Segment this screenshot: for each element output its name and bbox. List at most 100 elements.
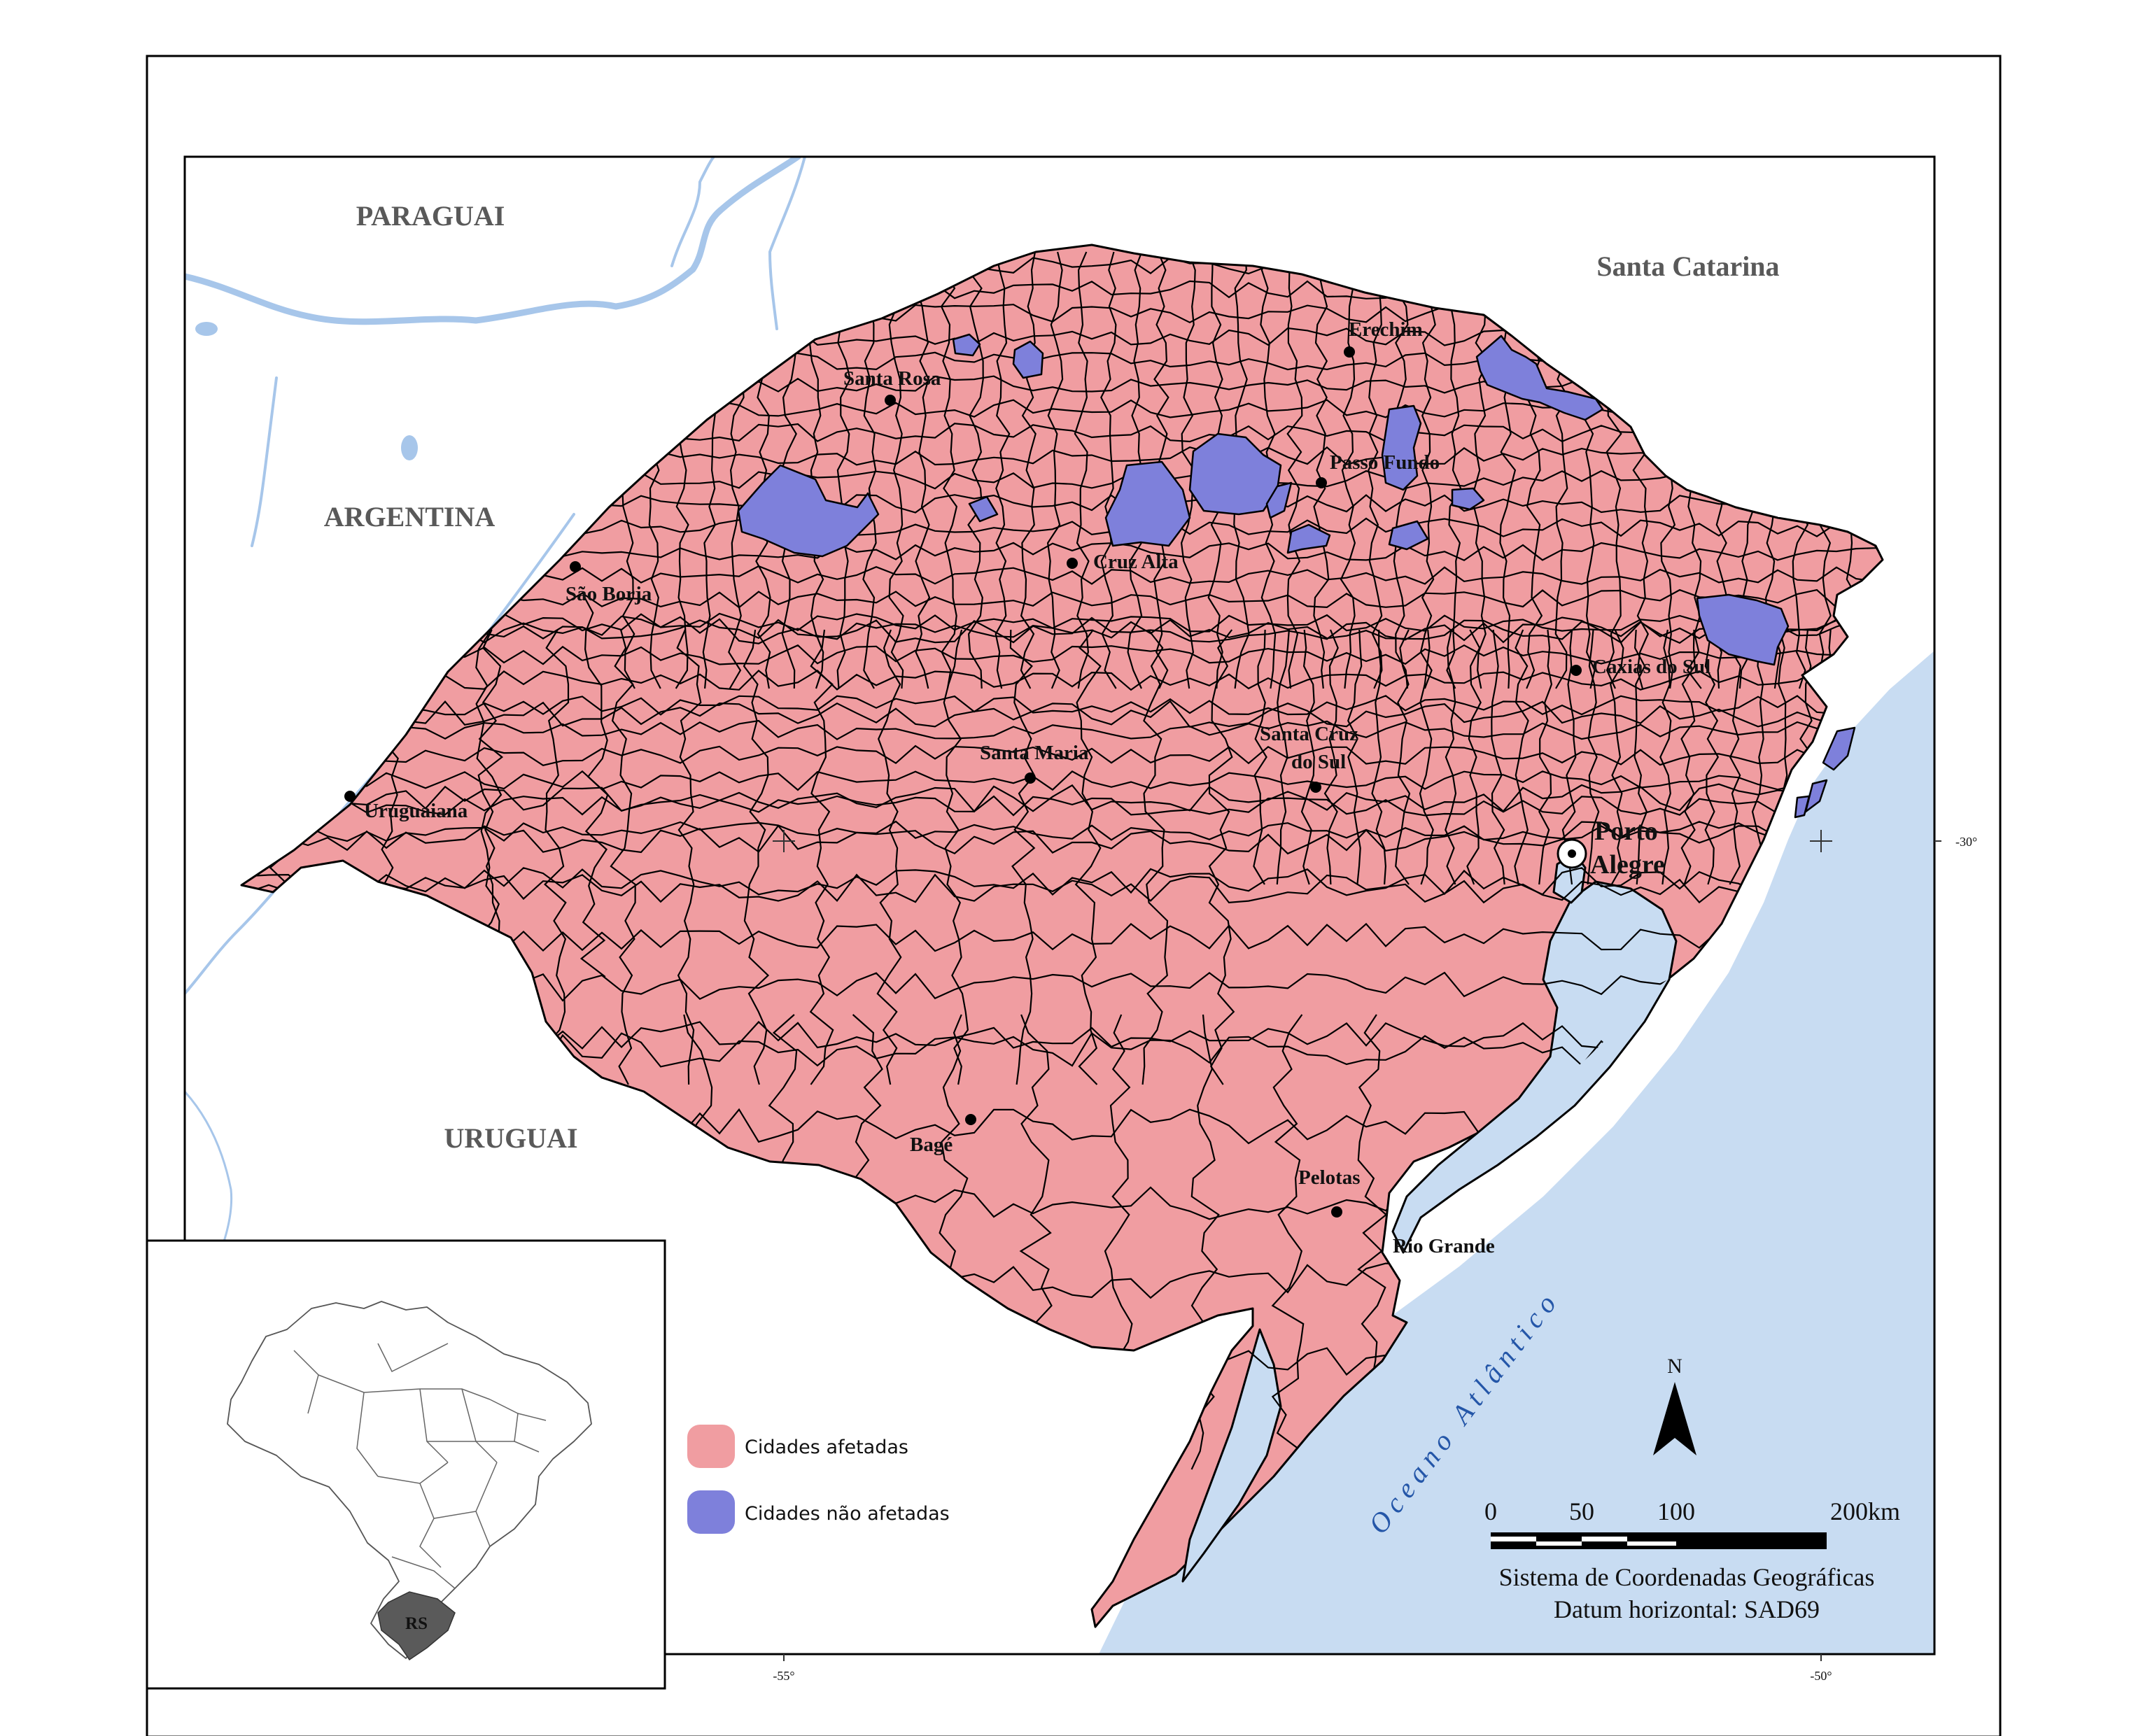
- label-rio-grande: Rio Grande: [1393, 1235, 1495, 1257]
- unaffected-area-16: [1794, 795, 1811, 819]
- tick-lon-50: -50°: [1810, 1669, 1832, 1683]
- municipality-border: [1587, 629, 1600, 885]
- municipality-border: [1340, 251, 1356, 689]
- municipality-border: [1189, 1014, 1220, 1470]
- municipality-border: [1419, 251, 1436, 689]
- municipality-border: [743, 629, 770, 1085]
- municipality-border: [610, 629, 636, 1085]
- capital-marker: [1557, 838, 1587, 869]
- municipality-border: [809, 629, 834, 1085]
- unaffected-municipalities: [737, 333, 1856, 819]
- label-santa-maria: Santa Maria: [980, 742, 1089, 764]
- scale-label-100: 100: [1657, 1497, 1695, 1525]
- municipality-border: [1704, 629, 1720, 885]
- label-pelotas: Pelotas: [1298, 1166, 1361, 1189]
- north-label: N: [1667, 1355, 1682, 1378]
- municipality-border: [1046, 251, 1064, 689]
- lagoons: [1181, 852, 1678, 1583]
- municipality-border: [1610, 629, 1624, 885]
- unaffected-area-8: [1286, 523, 1331, 554]
- municipality-border: [1680, 629, 1696, 885]
- municipality-border: [241, 783, 1883, 813]
- legend-swatch-unaffected: [687, 1490, 735, 1534]
- municipality-border: [1633, 629, 1648, 885]
- municipality-border: [967, 251, 984, 689]
- label-santa-catarina: Santa Catarina: [1596, 250, 1779, 282]
- municipality-border: [542, 629, 570, 1085]
- label-erechim: Erechim: [1349, 318, 1423, 341]
- label-uruguai: URUGUAI: [444, 1122, 577, 1154]
- unaffected-area-7: [1265, 481, 1293, 519]
- municipality-border: [1538, 629, 1553, 885]
- label-cruz-alta: Cruz Alta: [1093, 551, 1179, 573]
- unaffected-area-3: [1012, 340, 1044, 379]
- label-uruguaiana: Uruguaiana: [364, 800, 468, 822]
- municipality-border: [475, 594, 503, 978]
- unaffected-area-1: [737, 464, 880, 558]
- north-arrow: N: [1653, 1355, 1696, 1455]
- unaffected-area-5: [1104, 460, 1191, 547]
- inset-label-rs: RS: [405, 1614, 428, 1633]
- city-markers: [344, 346, 1582, 1218]
- municipality-border: [1100, 251, 1117, 689]
- municipality-border: [1009, 629, 1036, 1085]
- lagoa-dos-patos: [1391, 880, 1678, 1254]
- municipality-border: [888, 251, 904, 689]
- unaffected-area-2: [952, 333, 981, 357]
- municipality-border: [1445, 629, 1457, 885]
- municipality-border: [1286, 251, 1303, 689]
- municipality-border: [1466, 629, 1482, 885]
- municipality-border: [241, 670, 1883, 691]
- municipality-border: [1729, 629, 1742, 885]
- municipality-border: [1347, 629, 1363, 885]
- municipality-border: [1313, 251, 1330, 689]
- label-alegre: Alegre: [1590, 850, 1665, 880]
- municipality-border: [1141, 629, 1169, 1085]
- municipality-border: [1395, 629, 1411, 885]
- legend-label-affected: Cidades afetadas: [745, 1437, 908, 1458]
- tick-lon-55: -55°: [773, 1669, 794, 1683]
- municipality-border: [1473, 251, 1489, 689]
- lagoa-mirim: [1181, 1328, 1282, 1583]
- label-argentina: ARGENTINA: [324, 501, 496, 532]
- label-santa-rosa: Santa Rosa: [843, 367, 941, 390]
- municipality-border: [241, 867, 1883, 896]
- municipality-border: [1659, 629, 1672, 885]
- municipality-border: [241, 644, 1883, 665]
- municipality-border: [1514, 629, 1529, 885]
- municipality-border: [1445, 251, 1462, 689]
- municipality-border: [1074, 629, 1102, 1085]
- main-map: [183, 155, 1936, 1656]
- municipality-border: [1751, 629, 1764, 885]
- credit-line-2: Datum horizontal: SAD69: [1554, 1595, 1820, 1623]
- municipality-border: [1419, 629, 1434, 885]
- municipality-border: [1300, 629, 1315, 885]
- municipality-border: [1323, 629, 1339, 885]
- municipality-border: [1368, 251, 1383, 689]
- tick-lat-30: -30°: [1955, 835, 1977, 849]
- label-sao-borja: São Borja: [565, 583, 652, 605]
- municipality-border: [241, 700, 1883, 729]
- municipality-border: [915, 251, 931, 689]
- inset-rs-highlight: [377, 1591, 456, 1661]
- legend: Cidades afetadas Cidades não afetadas: [687, 1425, 950, 1534]
- municipality-border: [1371, 630, 1387, 885]
- municipality-border: [579, 594, 609, 978]
- label-caxias-do-sul: Caxias do Sul: [1592, 656, 1710, 678]
- municipality-border: [1020, 251, 1037, 689]
- legend-label-unaffected: Cidades não afetadas: [745, 1503, 950, 1525]
- inset-brazil-outline: [227, 1301, 592, 1659]
- municipality-border: [1276, 629, 1290, 885]
- scale-bar: 0 50 100 200km: [1484, 1497, 1900, 1549]
- legend-swatch-affected: [687, 1425, 735, 1468]
- municipality-border: [943, 629, 969, 1085]
- label-porto: Porto: [1594, 817, 1658, 846]
- municipality-border: [876, 629, 902, 1085]
- label-santa-cruz: Santa Cruz: [1260, 723, 1358, 745]
- label-bage: Bagé: [910, 1134, 953, 1156]
- unaffected-area-9: [1381, 404, 1422, 491]
- label-passo-fundo: Passo Fundo: [1330, 451, 1440, 474]
- unaffected-area-12: [1475, 334, 1604, 421]
- municipality-border: [241, 615, 1883, 644]
